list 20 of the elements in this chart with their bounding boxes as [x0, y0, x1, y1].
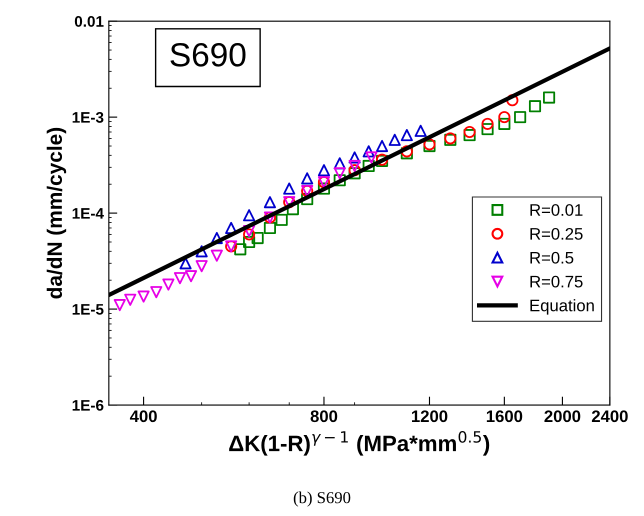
x-tick-label: 1200: [412, 410, 448, 422]
legend-label: Equation: [530, 299, 594, 315]
y-tick-label: 1E-4: [72, 208, 104, 219]
y-tick-label: 0.01: [74, 16, 104, 27]
legend-label: R=0.01: [530, 204, 582, 216]
annotation: S690: [170, 42, 246, 67]
x-tick-label: 800: [310, 410, 338, 422]
y-tick-label: 1E-3: [72, 112, 104, 123]
y-tick-label: 1E-5: [72, 304, 104, 315]
x-tick-label: 2400: [592, 410, 628, 422]
x-axis-title: ΔK(1-R)$^{γ−1}$ (MPa*mm$^{0.5}$): [229, 431, 490, 456]
y-axis-title: da/dN (mm/cycle): [46, 128, 66, 298]
y-tick-label: 1E-6: [72, 400, 104, 411]
legend-label: R=0.75: [530, 276, 583, 288]
text: (b) S690: [294, 492, 350, 507]
x-tick-label: 400: [130, 410, 157, 422]
legend-label: R=0.5: [530, 252, 574, 264]
legend-label: R=0.25: [530, 228, 583, 240]
x-tick-label: 1600: [486, 410, 522, 422]
x-tick-label: 2000: [544, 410, 580, 422]
